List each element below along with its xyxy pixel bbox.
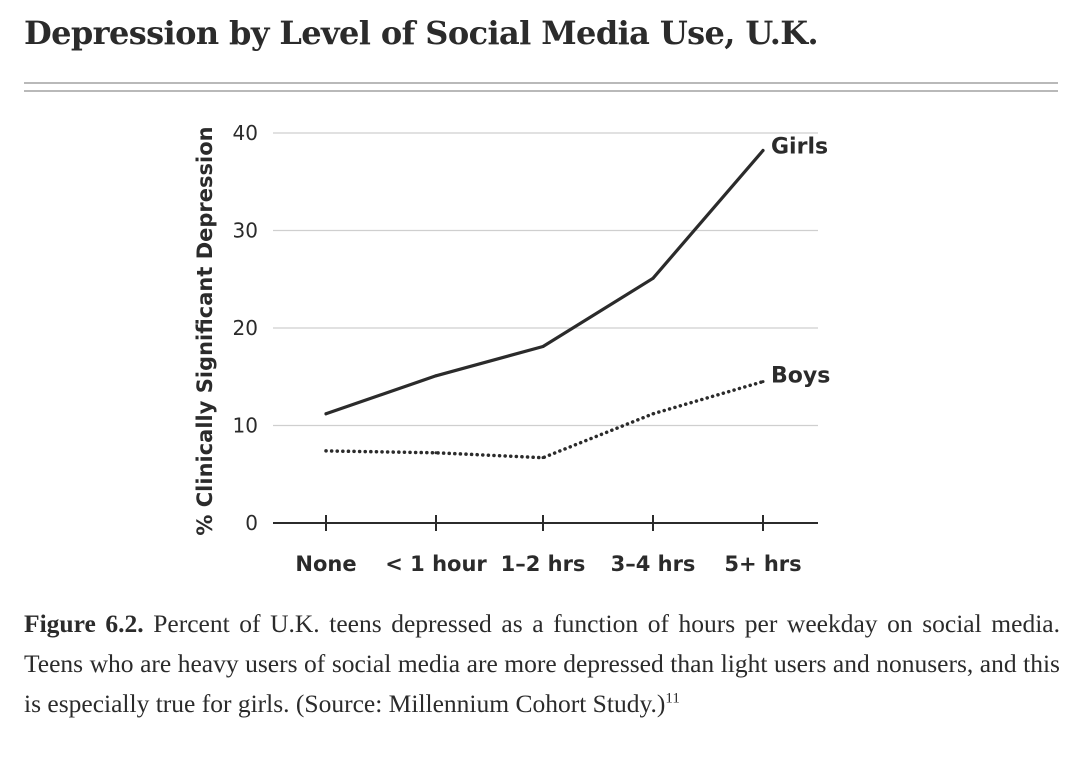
series-label-boys: Boys [771,364,830,389]
x-tick-label: 3–4 hrs [611,552,696,576]
x-axis [273,515,818,531]
series-line-boys [324,379,765,460]
footnote-marker: 11 [665,690,680,707]
x-tick-label: 5+ hrs [724,552,801,576]
y-tick-label: 20 [233,316,258,340]
y-tick-label: 30 [233,219,258,243]
title-rule-top [24,82,1058,84]
series-line-girls [324,148,765,416]
data-point-girls [324,412,328,416]
figure-label: Figure 6.2. [24,609,144,638]
data-point-boys [541,456,545,460]
x-tick-label: 1–2 hrs [501,552,586,576]
page-title: Depression by Level of Social Media Use,… [24,14,819,52]
caption-text: Percent of U.K. teens depressed as a fun… [24,609,1060,718]
y-axis-label: % Clinically Significant Depression [193,126,217,535]
data-point-girls [651,276,655,280]
x-tick-labels: None < 1 hour 1–2 hrs 3–4 hrs 5+ hrs [295,552,801,576]
title-rule-bottom [24,90,1058,92]
series-labels: Girls Boys [771,135,830,389]
y-tick-label: 0 [245,511,258,535]
series-label-girls: Girls [771,135,828,160]
y-tick-label: 10 [233,414,258,438]
data-point-boys [324,449,328,453]
data-point-girls [541,345,545,349]
data-point-boys [651,412,655,416]
y-tick-label: 40 [233,121,258,145]
data-point-girls [434,374,438,378]
data-point-boys [434,451,438,455]
series-lines [324,148,765,460]
grid-lines [273,132,818,427]
data-point-boys [761,380,765,384]
figure-caption: Figure 6.2. Percent of U.K. teens depres… [24,604,1060,724]
x-tick-label: < 1 hour [385,552,487,576]
data-point-girls [761,149,765,153]
x-tick-label: None [295,552,356,576]
y-tick-labels: 0 10 20 30 40 [233,121,258,535]
line-chart: % Clinically Significant Depression 0 10 2… [193,121,830,576]
